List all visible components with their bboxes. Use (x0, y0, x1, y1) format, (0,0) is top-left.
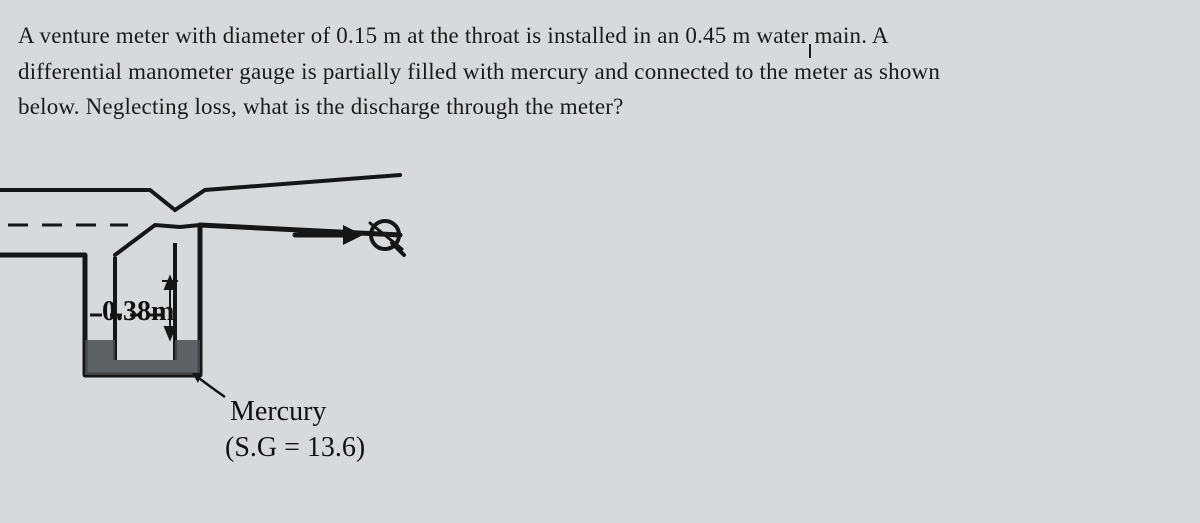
mercury-label: Mercury (230, 395, 326, 429)
problem-line-2: differential manometer gauge is partiall… (18, 59, 940, 84)
problem-line-1c: main. A (809, 23, 889, 48)
text-cursor: r (801, 18, 809, 54)
mercury-sg-label: (S.G = 13.6) (225, 432, 365, 464)
manometer-reading-label: 0.38m (102, 296, 174, 328)
problem-line-1a: A venture meter with diameter of 0.15 m … (18, 23, 801, 48)
problem-line-3: below. Neglecting loss, what is the disc… (18, 94, 624, 119)
flow-symbol-icon (370, 221, 404, 255)
problem-statement: A venture meter with diameter of 0.15 m … (18, 18, 1160, 125)
